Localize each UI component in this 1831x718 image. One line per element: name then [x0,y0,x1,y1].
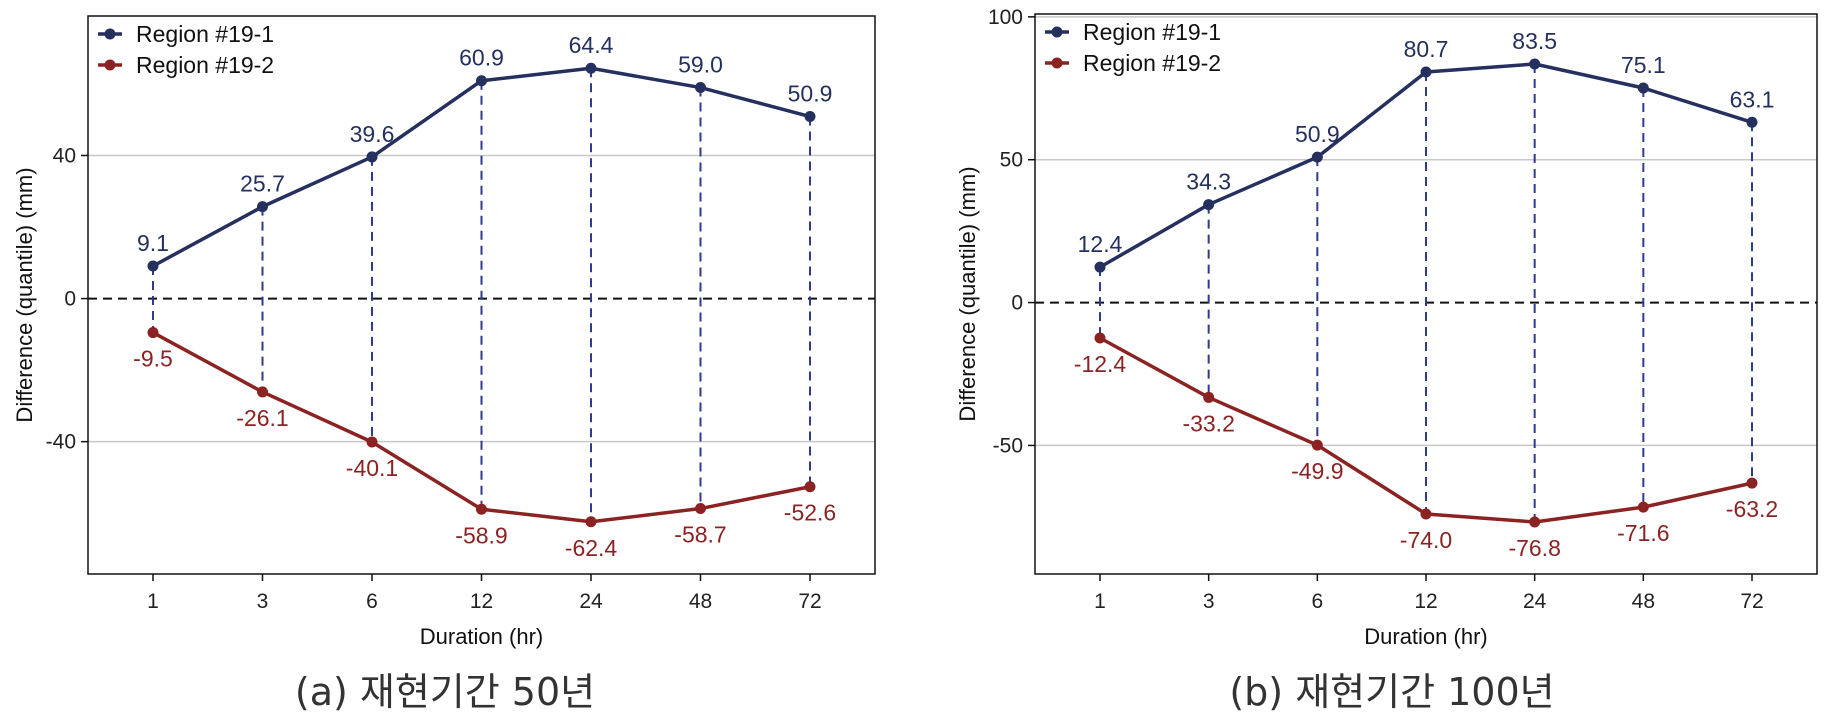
data-point [1311,151,1323,163]
data-point [1637,82,1649,94]
data-point [476,503,487,515]
data-label: 80.7 [1404,36,1449,62]
y-tick-label: -50 [993,434,1023,457]
data-label: -12.4 [1074,351,1127,377]
legend: Region #19-1 Region #19-2 [98,21,274,78]
data-label: -33.2 [1182,410,1234,436]
data-label: -74.0 [1400,527,1452,553]
x-tick-label: 3 [1203,590,1215,613]
x-tick-label: 12 [1414,590,1437,613]
data-point [476,75,487,87]
x-tick-label: 48 [1632,590,1655,613]
x-tick-label: 3 [257,590,269,613]
data-label: -9.5 [133,346,173,372]
x-tick-label: 24 [579,590,603,613]
chart-caption: (b) 재현기간 100년 [1229,670,1554,714]
legend: Region #19-1 Region #19-2 [1045,19,1221,76]
data-point [257,201,268,213]
y-tick-label: 100 [988,6,1023,29]
x-tick-label: 1 [147,590,159,613]
x-tick-label: 48 [689,590,712,613]
data-label: -71.6 [1617,520,1669,546]
data-label: 25.7 [240,171,285,197]
data-point [1746,116,1758,128]
data-point [1311,439,1323,451]
legend-entry: Region #19-2 [1083,50,1221,76]
data-point [1746,477,1758,489]
y-tick-label: -40 [46,431,76,454]
x-axis-label: Duration (hr) [1364,624,1487,649]
data-label: -40.1 [346,455,398,481]
y-tick-label: 0 [1011,292,1023,315]
data-label: 12.4 [1078,231,1123,257]
data-label: 34.3 [1186,169,1231,195]
data-label: -49.9 [1291,458,1343,484]
x-tick-label: 6 [366,590,378,613]
x-tick-label: 72 [1740,590,1763,613]
data-point [1529,58,1541,70]
data-label: 60.9 [459,45,504,71]
legend-marker [104,59,116,71]
chart-panel-1: 9.1 25.7 39.6 60.9 64.4 59.0 50.9 -9.5 -26.1 -40.… [12,15,876,714]
data-label: -63.2 [1726,496,1778,522]
data-label: 39.6 [350,121,395,147]
data-label: 59.0 [678,52,723,78]
x-tick-label: 24 [1523,590,1547,613]
data-label: -52.6 [784,500,836,526]
x-tick-label: 6 [1311,590,1323,613]
data-point [695,82,706,94]
data-label: 75.1 [1621,52,1666,78]
data-label: -76.8 [1508,535,1560,561]
data-point [366,151,378,163]
data-label: -26.1 [236,405,288,431]
data-point [1203,199,1215,211]
data-label: 50.9 [788,81,833,107]
data-point [585,62,597,74]
y-tick-label: 40 [53,145,76,168]
data-point [804,481,816,493]
x-tick-label: 1 [1094,590,1106,613]
legend-marker [104,28,116,40]
data-point [257,386,268,398]
data-point [1094,332,1106,344]
chart-caption: (a) 재현기간 50년 [295,670,595,714]
legend-marker [1051,57,1063,69]
legend-entry: Region #19-1 [1083,19,1221,45]
data-label: 63.1 [1730,86,1775,112]
y-axis-label: Difference (quantile) (mm) [12,167,37,422]
data-point [1529,516,1541,528]
data-label: -58.7 [674,522,726,548]
data-label: 83.5 [1512,28,1557,54]
legend-entry: Region #19-2 [136,52,274,78]
data-point [366,436,378,448]
data-point [1637,501,1649,513]
data-point [147,327,159,339]
data-point [1094,261,1106,273]
plot-frame [1034,13,1818,575]
data-point [695,503,706,515]
data-point [1420,508,1432,520]
data-point [147,260,159,272]
data-label: -58.9 [455,522,507,548]
legend-marker [1051,26,1063,38]
data-label: 50.9 [1295,121,1340,147]
x-tick-label: 72 [798,590,821,613]
legend-entry: Region #19-1 [136,21,274,47]
y-axis-label: Difference (quantile) (mm) [955,166,980,421]
x-axis-label: Duration (hr) [420,624,543,649]
chart-panel-2: 12.4 34.3 50.9 80.7 83.5 75.1 63.1 -12.4 -33.2 -4… [955,6,1818,714]
data-point [804,111,816,123]
y-tick-label: 0 [64,288,76,311]
data-label: 9.1 [137,230,169,256]
data-label: -62.4 [565,535,618,561]
data-point [585,516,597,528]
data-point [1420,66,1432,78]
y-tick-label: 50 [1000,149,1023,172]
data-label: 64.4 [569,32,614,58]
data-point [1203,391,1215,403]
x-tick-label: 12 [470,590,493,613]
